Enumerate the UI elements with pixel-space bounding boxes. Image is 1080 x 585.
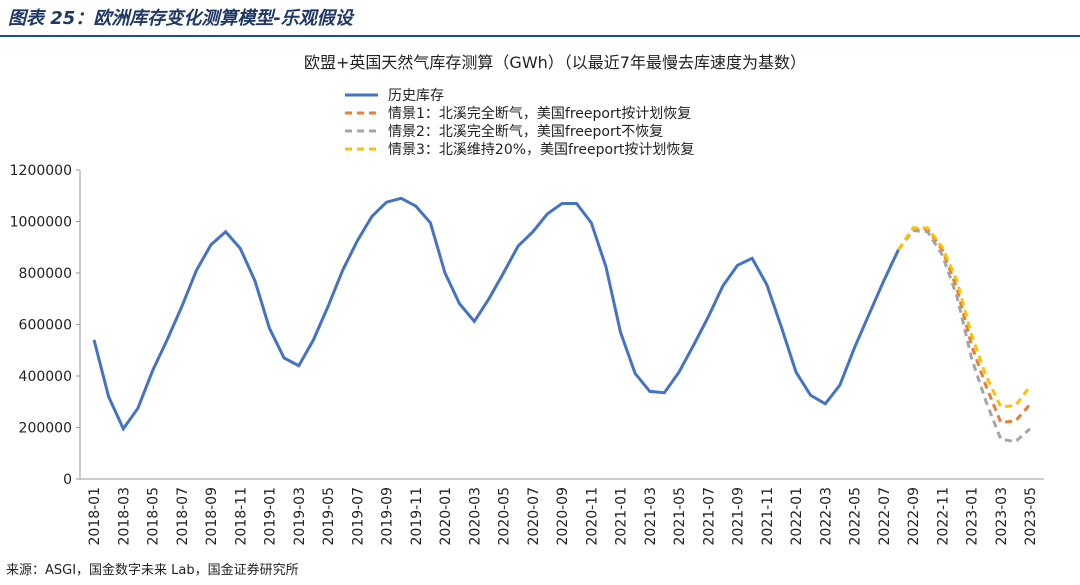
line-series (897, 228, 1031, 444)
y-tick-label: 400000 (19, 369, 72, 385)
legend-label: 情景2：北溪完全断气，美国freeport不恢复 (388, 123, 663, 140)
x-tick-label: 2020-03 (467, 487, 483, 546)
legend-label: 历史库存 (388, 88, 444, 104)
x-tick-label: 2018-09 (204, 487, 220, 546)
y-tick-label: 600000 (19, 318, 72, 334)
x-tick-label: 2022-01 (789, 487, 805, 546)
line-series (897, 227, 1032, 424)
x-tick-label: 2018-05 (146, 487, 162, 546)
x-tick-label: 2019-03 (292, 487, 308, 546)
x-tick-label: 2019-01 (263, 487, 279, 546)
y-tick-label: 0 (63, 472, 72, 488)
x-tick-label: 2018-01 (87, 487, 103, 546)
legend-label: 情景1：北溪完全断气，美国freeport按计划恢复 (388, 105, 691, 122)
x-tick-label: 2022-03 (818, 487, 834, 546)
source: 来源：ASGI，国金数字未来 Lab，国金证券研究所 (6, 562, 299, 578)
x-tick-label: 2020-09 (555, 487, 571, 546)
x-tick-label: 2019-11 (409, 487, 425, 546)
y-tick-label: 200000 (19, 421, 72, 437)
x-tick-label: 2018-11 (233, 487, 249, 546)
x-tick-label: 2023-01 (965, 487, 981, 546)
x-tick-label: 2021-03 (643, 487, 659, 546)
page-title: 图表 25：欧洲库存变化测算模型-乐观假设 (8, 8, 355, 29)
x-tick-label: 2022-09 (906, 487, 922, 546)
x-tick-label: 2021-07 (701, 487, 717, 546)
x-tick-label: 2019-05 (321, 487, 337, 546)
x-tick-label: 2020-11 (584, 487, 600, 546)
x-tick-label: 2021-05 (672, 487, 688, 546)
x-tick-label: 2018-07 (175, 487, 191, 546)
x-tick-label: 2020-01 (438, 487, 454, 546)
x-tick-label: 2021-11 (760, 487, 776, 546)
x-tick-label: 2022-05 (848, 487, 864, 546)
legend-label: 情景3：北溪维持20%，美国freeport按计划恢复 (388, 141, 694, 158)
y-tick-label: 1200000 (10, 163, 72, 179)
line-series (897, 226, 1032, 409)
x-tick-label: 2023-05 (1023, 487, 1039, 546)
line-series (92, 196, 900, 432)
x-tick-label: 2021-09 (731, 487, 747, 546)
x-tick-label: 2022-07 (877, 487, 893, 546)
y-tick-label: 800000 (19, 266, 72, 282)
x-tick-label: 2020-07 (526, 487, 542, 546)
x-tick-label: 2023-03 (994, 487, 1010, 546)
x-tick-label: 2022-11 (935, 487, 951, 546)
x-tick-label: 2018-03 (116, 487, 132, 546)
x-tick-label: 2019-07 (350, 487, 366, 546)
y-tick-label: 1000000 (10, 215, 72, 231)
x-tick-label: 2020-05 (497, 487, 513, 546)
chart-title: 欧盟+英国天然气库存测算（GWh）（以最近7年最慢去库速度为基数） (304, 53, 806, 72)
x-tick-label: 2021-01 (614, 487, 630, 546)
x-tick-label: 2019-09 (380, 487, 396, 546)
